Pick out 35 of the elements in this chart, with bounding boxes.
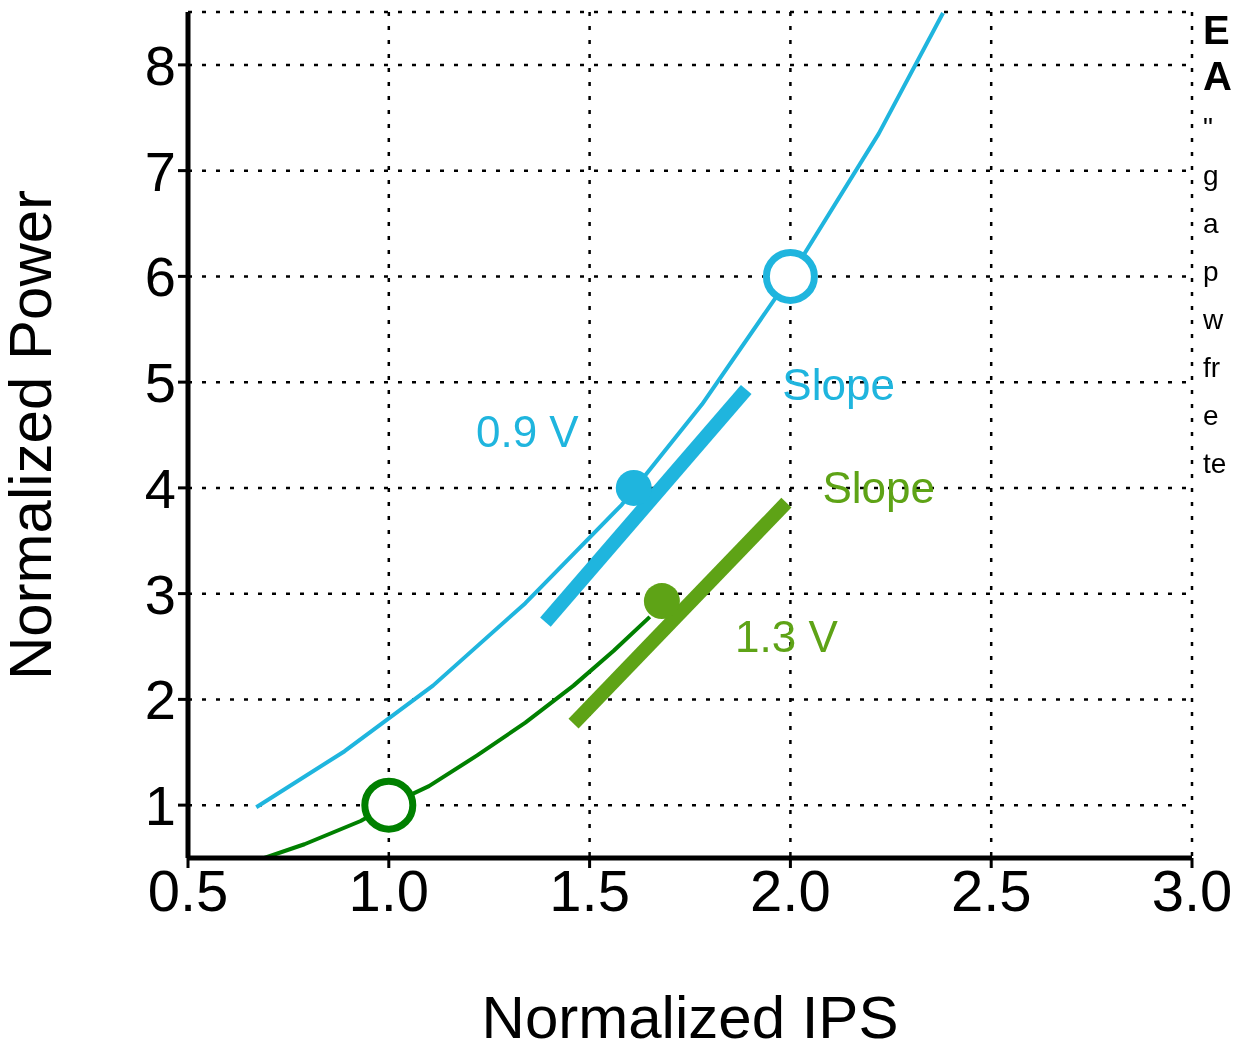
text: w	[1203, 304, 1225, 337]
text: te	[1203, 448, 1228, 481]
annotation: Slope	[822, 463, 936, 513]
line-series	[254, 12, 946, 810]
y-tick-label: 1	[144, 774, 176, 838]
y-axis-title: Normalized Power	[0, 189, 65, 681]
point	[615, 469, 652, 506]
x-tick-label: 2.0	[750, 858, 831, 924]
x-tick-label: 2.5	[950, 858, 1032, 924]
y-tick-label: 8	[144, 33, 176, 97]
y-tick-label: 3	[144, 562, 176, 626]
text: A	[1203, 54, 1233, 100]
text: "	[1203, 112, 1214, 145]
annotation: Slope	[782, 359, 895, 409]
y-tick-label: 7	[144, 139, 176, 203]
text: e	[1203, 400, 1220, 433]
text: p	[1203, 256, 1220, 289]
point	[762, 248, 818, 304]
annotation: 1.3 V	[735, 611, 839, 661]
text: a	[1203, 208, 1220, 241]
x-tick-label: 1.5	[549, 858, 630, 924]
x-tick-label: 1.0	[348, 858, 430, 924]
text: g	[1203, 160, 1220, 193]
x-axis-title: Normalized IPS	[481, 984, 899, 1050]
y-tick-label: 4	[144, 456, 176, 520]
x-tick-label: 3.0	[1151, 858, 1233, 924]
point	[643, 583, 680, 620]
point	[361, 777, 417, 833]
y-tick-label: 6	[144, 245, 176, 309]
x-tick-label: 0.5	[147, 858, 229, 924]
text: fr	[1203, 352, 1222, 385]
y-tick-label: 5	[144, 351, 176, 415]
annotation: 0.9 V	[475, 407, 580, 457]
text: E	[1203, 8, 1231, 54]
y-tick-label: 2	[144, 668, 176, 732]
